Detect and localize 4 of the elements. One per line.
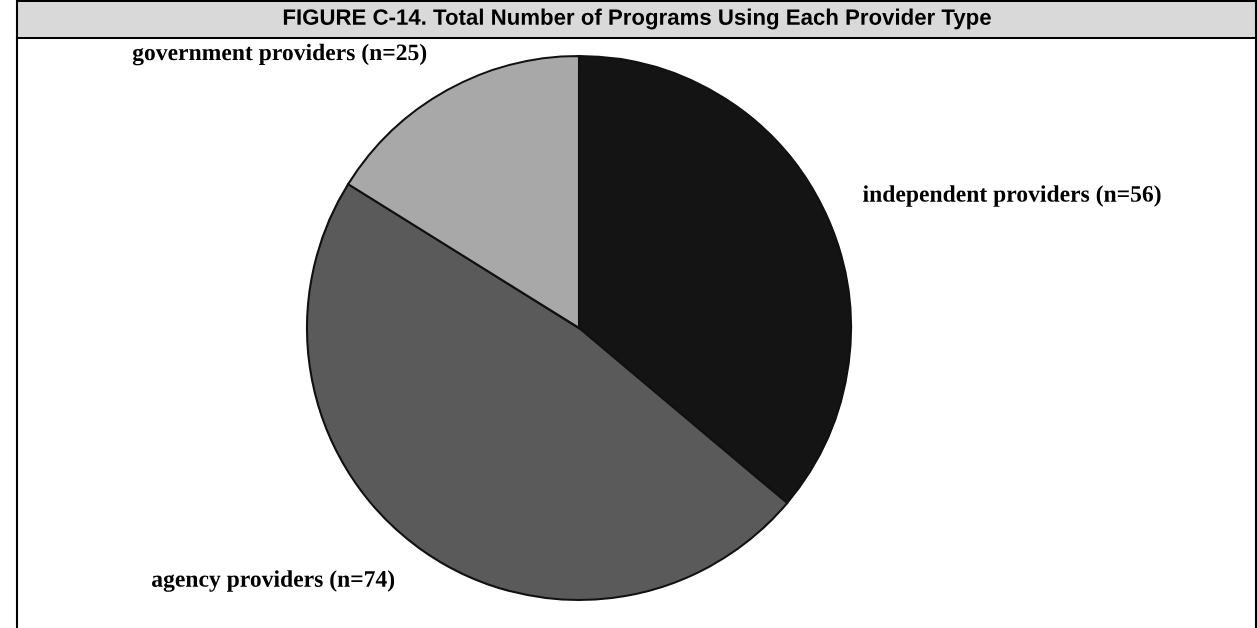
slice-label: government providers (n=25) — [132, 43, 427, 66]
slice-label: agency providers (n=74) — [152, 570, 395, 592]
chart-title: FIGURE C-14. Total Number of Programs Using Each Provider Type — [283, 8, 991, 30]
slice-label: independent providers (n=56) — [863, 185, 1161, 207]
